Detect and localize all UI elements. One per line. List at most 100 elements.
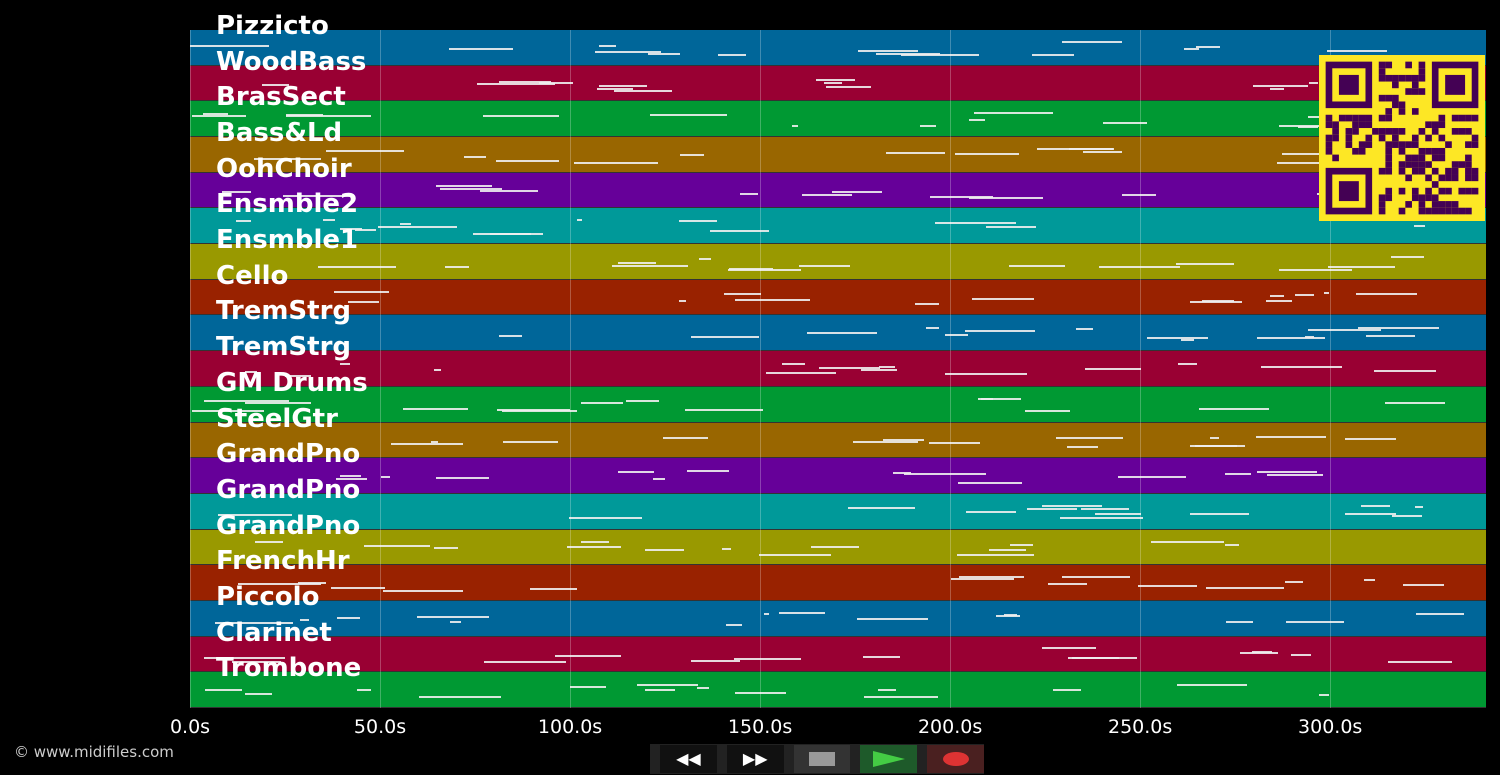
note — [435, 477, 490, 480]
note — [390, 442, 464, 445]
note — [848, 507, 916, 510]
note — [878, 689, 896, 692]
note — [951, 578, 1015, 581]
note — [612, 264, 688, 267]
note — [1255, 436, 1326, 439]
note — [1225, 543, 1239, 546]
track-label: WoodBass — [216, 46, 367, 77]
note — [1279, 124, 1356, 127]
track-band — [190, 600, 1486, 637]
track-label: Ensmble2 — [216, 189, 359, 220]
track-band — [190, 422, 1486, 459]
note — [648, 52, 681, 55]
note — [1390, 255, 1425, 258]
note — [215, 621, 294, 624]
note — [626, 400, 659, 403]
note — [1055, 437, 1123, 440]
note — [613, 89, 672, 92]
note — [860, 368, 897, 371]
note — [876, 53, 940, 56]
note — [930, 196, 993, 199]
note — [699, 258, 712, 261]
note — [340, 362, 351, 365]
note — [1252, 651, 1272, 654]
note — [501, 409, 578, 412]
note — [1295, 293, 1315, 296]
note — [495, 160, 559, 163]
stop-button[interactable] — [793, 745, 851, 773]
note — [1345, 437, 1396, 440]
note — [900, 53, 979, 56]
note — [986, 225, 1036, 228]
note — [1189, 512, 1250, 515]
note — [244, 370, 258, 373]
note — [1122, 194, 1157, 197]
track-band — [190, 101, 1486, 138]
forward-button[interactable]: ▶▶ — [726, 745, 784, 773]
note — [254, 157, 321, 160]
note — [1176, 683, 1248, 686]
track-band — [190, 279, 1486, 316]
note — [763, 613, 769, 616]
note — [262, 84, 290, 87]
note — [965, 329, 1036, 332]
note — [958, 576, 1025, 579]
note — [1252, 85, 1309, 88]
note — [1414, 506, 1423, 509]
note — [882, 438, 925, 441]
track-label: OohChoir — [216, 153, 352, 184]
note — [1225, 621, 1253, 624]
note — [981, 398, 1021, 401]
note — [383, 590, 463, 593]
rewind-button[interactable]: ◀◀ — [660, 745, 717, 773]
note — [965, 510, 1017, 513]
tick-label: 150.0s — [727, 716, 793, 738]
note — [1374, 370, 1437, 373]
note — [1239, 652, 1278, 655]
record-button[interactable] — [927, 745, 984, 773]
note — [885, 151, 946, 154]
track-label: BrasSect — [216, 82, 346, 113]
track-label: Clarinet — [216, 617, 332, 648]
note — [337, 616, 360, 619]
gridline — [190, 30, 191, 708]
track-band — [190, 172, 1486, 209]
track-label: GM Drums — [216, 367, 368, 398]
note — [499, 81, 552, 84]
note — [356, 688, 372, 691]
note — [858, 49, 919, 52]
note — [503, 441, 558, 444]
note — [1402, 583, 1444, 586]
note — [645, 688, 676, 691]
note — [1061, 41, 1123, 44]
note — [726, 623, 742, 626]
note — [1416, 613, 1465, 616]
note — [473, 233, 543, 236]
note — [402, 408, 469, 411]
gridline — [380, 30, 382, 708]
note — [1256, 336, 1325, 339]
note — [1266, 474, 1324, 477]
note — [832, 190, 883, 193]
track-label: Bass&Ld — [216, 118, 343, 149]
gridline — [760, 30, 762, 708]
play-button[interactable] — [860, 745, 918, 773]
note — [1076, 327, 1094, 330]
note — [857, 617, 928, 620]
track-band — [190, 672, 1486, 708]
track-label: GrandPno — [216, 510, 361, 541]
note — [799, 265, 850, 268]
note — [1082, 150, 1122, 153]
note — [644, 549, 685, 552]
tick-label: 300.0s — [1298, 716, 1363, 738]
note — [1285, 621, 1345, 624]
note — [483, 115, 559, 118]
tick-label: 250.0s — [1107, 716, 1173, 738]
note — [1138, 584, 1198, 587]
track-band — [190, 565, 1486, 601]
note — [710, 230, 770, 233]
note — [1413, 225, 1425, 228]
forward-icon: ▶▶ — [742, 749, 768, 768]
note — [739, 192, 759, 195]
note — [806, 332, 878, 335]
